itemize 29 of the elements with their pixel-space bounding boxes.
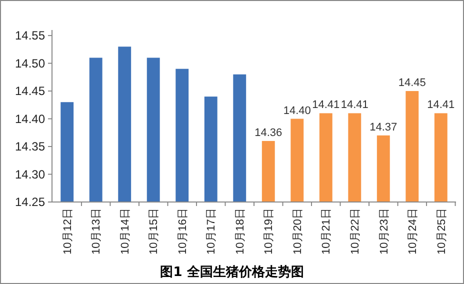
y-tick-label: 14.25 bbox=[14, 195, 46, 210]
x-tick-label: 10月20日 bbox=[292, 208, 304, 254]
y-tick-label: 14.35 bbox=[14, 140, 46, 154]
x-tick-label: 10月14日 bbox=[119, 208, 132, 254]
x-tick-label: 10月13日 bbox=[90, 208, 103, 254]
x-tick-label: 10月12日 bbox=[62, 208, 74, 254]
text: 图1 全国生猪价格走势图 bbox=[160, 264, 304, 280]
x-tick-label: 10月23日 bbox=[378, 208, 390, 254]
x-tick-label: 10月15日 bbox=[148, 208, 160, 254]
y-tick-label: 14.40 bbox=[14, 112, 46, 126]
x-tick-label: 10月16日 bbox=[176, 208, 189, 254]
y-tick-label: 14.30 bbox=[14, 167, 46, 182]
y-tick-label: 14.50 bbox=[14, 56, 46, 70]
x-tick-label: 10月21日 bbox=[320, 208, 333, 254]
x-tick-label: 10月19日 bbox=[263, 208, 276, 254]
data-label: 14.36 bbox=[254, 126, 282, 139]
x-tick-label: 10月17日 bbox=[206, 208, 218, 254]
data-label: 14.45 bbox=[398, 77, 426, 90]
x-tick-label: 10月18日 bbox=[234, 208, 246, 254]
x-tick-label: 10月24日 bbox=[407, 208, 419, 254]
x-tick-label: 10月25日 bbox=[436, 208, 448, 254]
data-label: 14.41 bbox=[427, 99, 455, 112]
data-label: 14.41 bbox=[312, 99, 340, 112]
y-tick-label: 14.55 bbox=[14, 28, 46, 43]
x-tick-label: 10月22日 bbox=[349, 208, 362, 254]
y-tick-label: 14.45 bbox=[14, 84, 46, 98]
data-label: 14.41 bbox=[340, 99, 368, 112]
data-label: 14.37 bbox=[370, 121, 398, 134]
data-label: 14.40 bbox=[283, 104, 311, 117]
